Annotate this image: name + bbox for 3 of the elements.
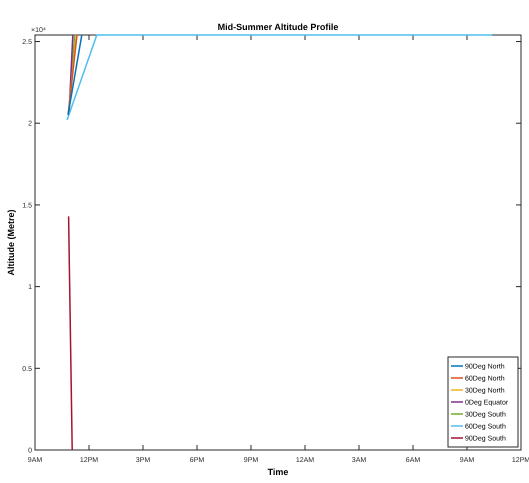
x-axis-title: Time bbox=[268, 467, 288, 477]
chart-title: Mid-Summer Altitude Profile bbox=[218, 22, 338, 32]
y-axis-title: Altitude (Metre) bbox=[6, 210, 16, 276]
